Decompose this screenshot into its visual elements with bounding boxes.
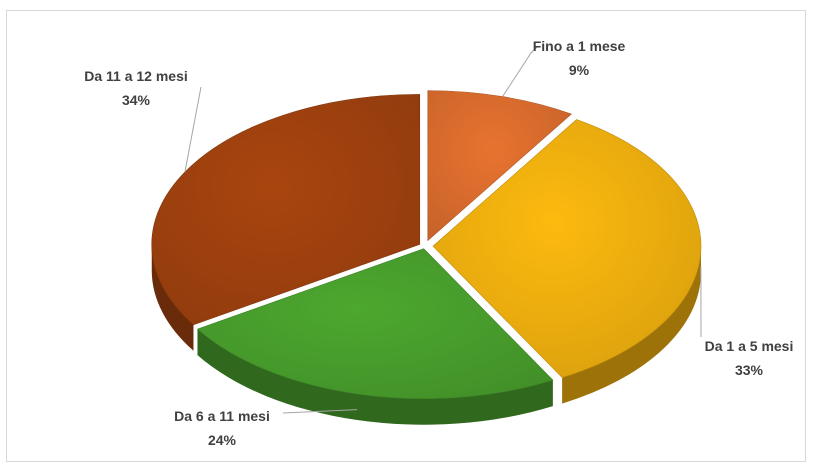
slice-label-da-1-a-5-mesi: Da 1 a 5 mesi [705, 338, 794, 354]
slice-value-da-1-a-5-mesi: 33% [735, 362, 764, 378]
slice-label-da-6-a-11-mesi: Da 6 a 11 mesi [174, 408, 270, 424]
leader-line-0 [503, 47, 537, 97]
pie-slices [152, 91, 701, 399]
slice-label-fino-a-1-mese: Fino a 1 mese [533, 38, 626, 54]
slice-value-da-11-a-12-mesi: 34% [122, 92, 151, 108]
slice-value-da-6-a-11-mesi: 24% [208, 432, 237, 448]
chart-frame: Fino a 1 mese 9% Da 1 a 5 mesi 33% Da 6 … [6, 10, 806, 462]
slice-label-da-11-a-12-mesi: Da 11 a 12 mesi [84, 68, 188, 84]
slice-value-fino-a-1-mese: 9% [569, 62, 590, 78]
